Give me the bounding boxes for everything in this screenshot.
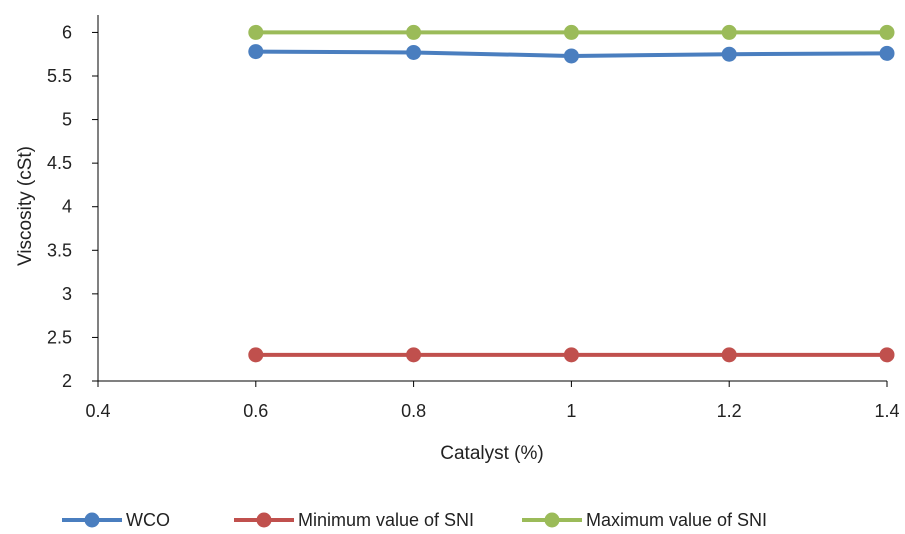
y-tick-label: 5: [62, 110, 72, 130]
data-point: [248, 347, 264, 363]
legend-item: Minimum value of SNI: [234, 510, 474, 530]
x-tick-label: 0.6: [243, 401, 268, 421]
y-axis-title: Viscosity (cSt): [15, 146, 36, 266]
x-tick-label: 1: [566, 401, 576, 421]
data-point: [406, 24, 422, 40]
legend-item: Maximum value of SNI: [522, 510, 767, 530]
series-minimum-value-of-sni: [248, 347, 895, 363]
data-point: [721, 347, 737, 363]
y-tick-label: 4: [62, 197, 72, 217]
y-tick-label: 2.5: [47, 327, 72, 347]
x-tick-label: 0.4: [85, 401, 110, 421]
x-tick-label: 1.4: [874, 401, 899, 421]
data-point: [406, 44, 422, 60]
legend-label: Minimum value of SNI: [298, 510, 474, 530]
y-tick-label: 3: [62, 284, 72, 304]
legend: WCO Minimum value of SNI Maximum value of …: [62, 510, 767, 530]
legend-label: WCO: [126, 510, 170, 530]
data-point: [879, 24, 895, 40]
y-tick-label: 4.5: [47, 153, 72, 173]
legend-item: WCO: [62, 510, 170, 530]
series-maximum-value-of-sni: [248, 24, 895, 40]
data-point: [879, 347, 895, 363]
axes: 2 2.5 3 3.5 4 4.5 5 5.5 6 0.4 0.6 0.8 1 1.2 1.4: [47, 15, 900, 421]
data-point: [248, 44, 264, 60]
y-tick-label: 2: [62, 371, 72, 391]
x-tick-label: 1.2: [717, 401, 742, 421]
data-point: [721, 46, 737, 62]
data-point: [563, 24, 579, 40]
x-tick-label: 0.8: [401, 401, 426, 421]
legend-marker: [256, 512, 272, 528]
legend-marker: [84, 512, 100, 528]
data-point: [563, 347, 579, 363]
data-point: [721, 24, 737, 40]
y-tick-label: 6: [62, 22, 72, 42]
series-layer: [248, 24, 895, 363]
data-point: [248, 24, 264, 40]
legend-label: Maximum value of SNI: [586, 510, 767, 530]
y-tick-label: 3.5: [47, 240, 72, 260]
series-wco: [248, 44, 895, 64]
data-point: [879, 45, 895, 61]
data-point: [406, 347, 422, 363]
x-axis-title: Catalyst (%): [440, 443, 543, 464]
y-tick-label: 5.5: [47, 66, 72, 86]
data-point: [563, 48, 579, 64]
legend-marker: [544, 512, 560, 528]
